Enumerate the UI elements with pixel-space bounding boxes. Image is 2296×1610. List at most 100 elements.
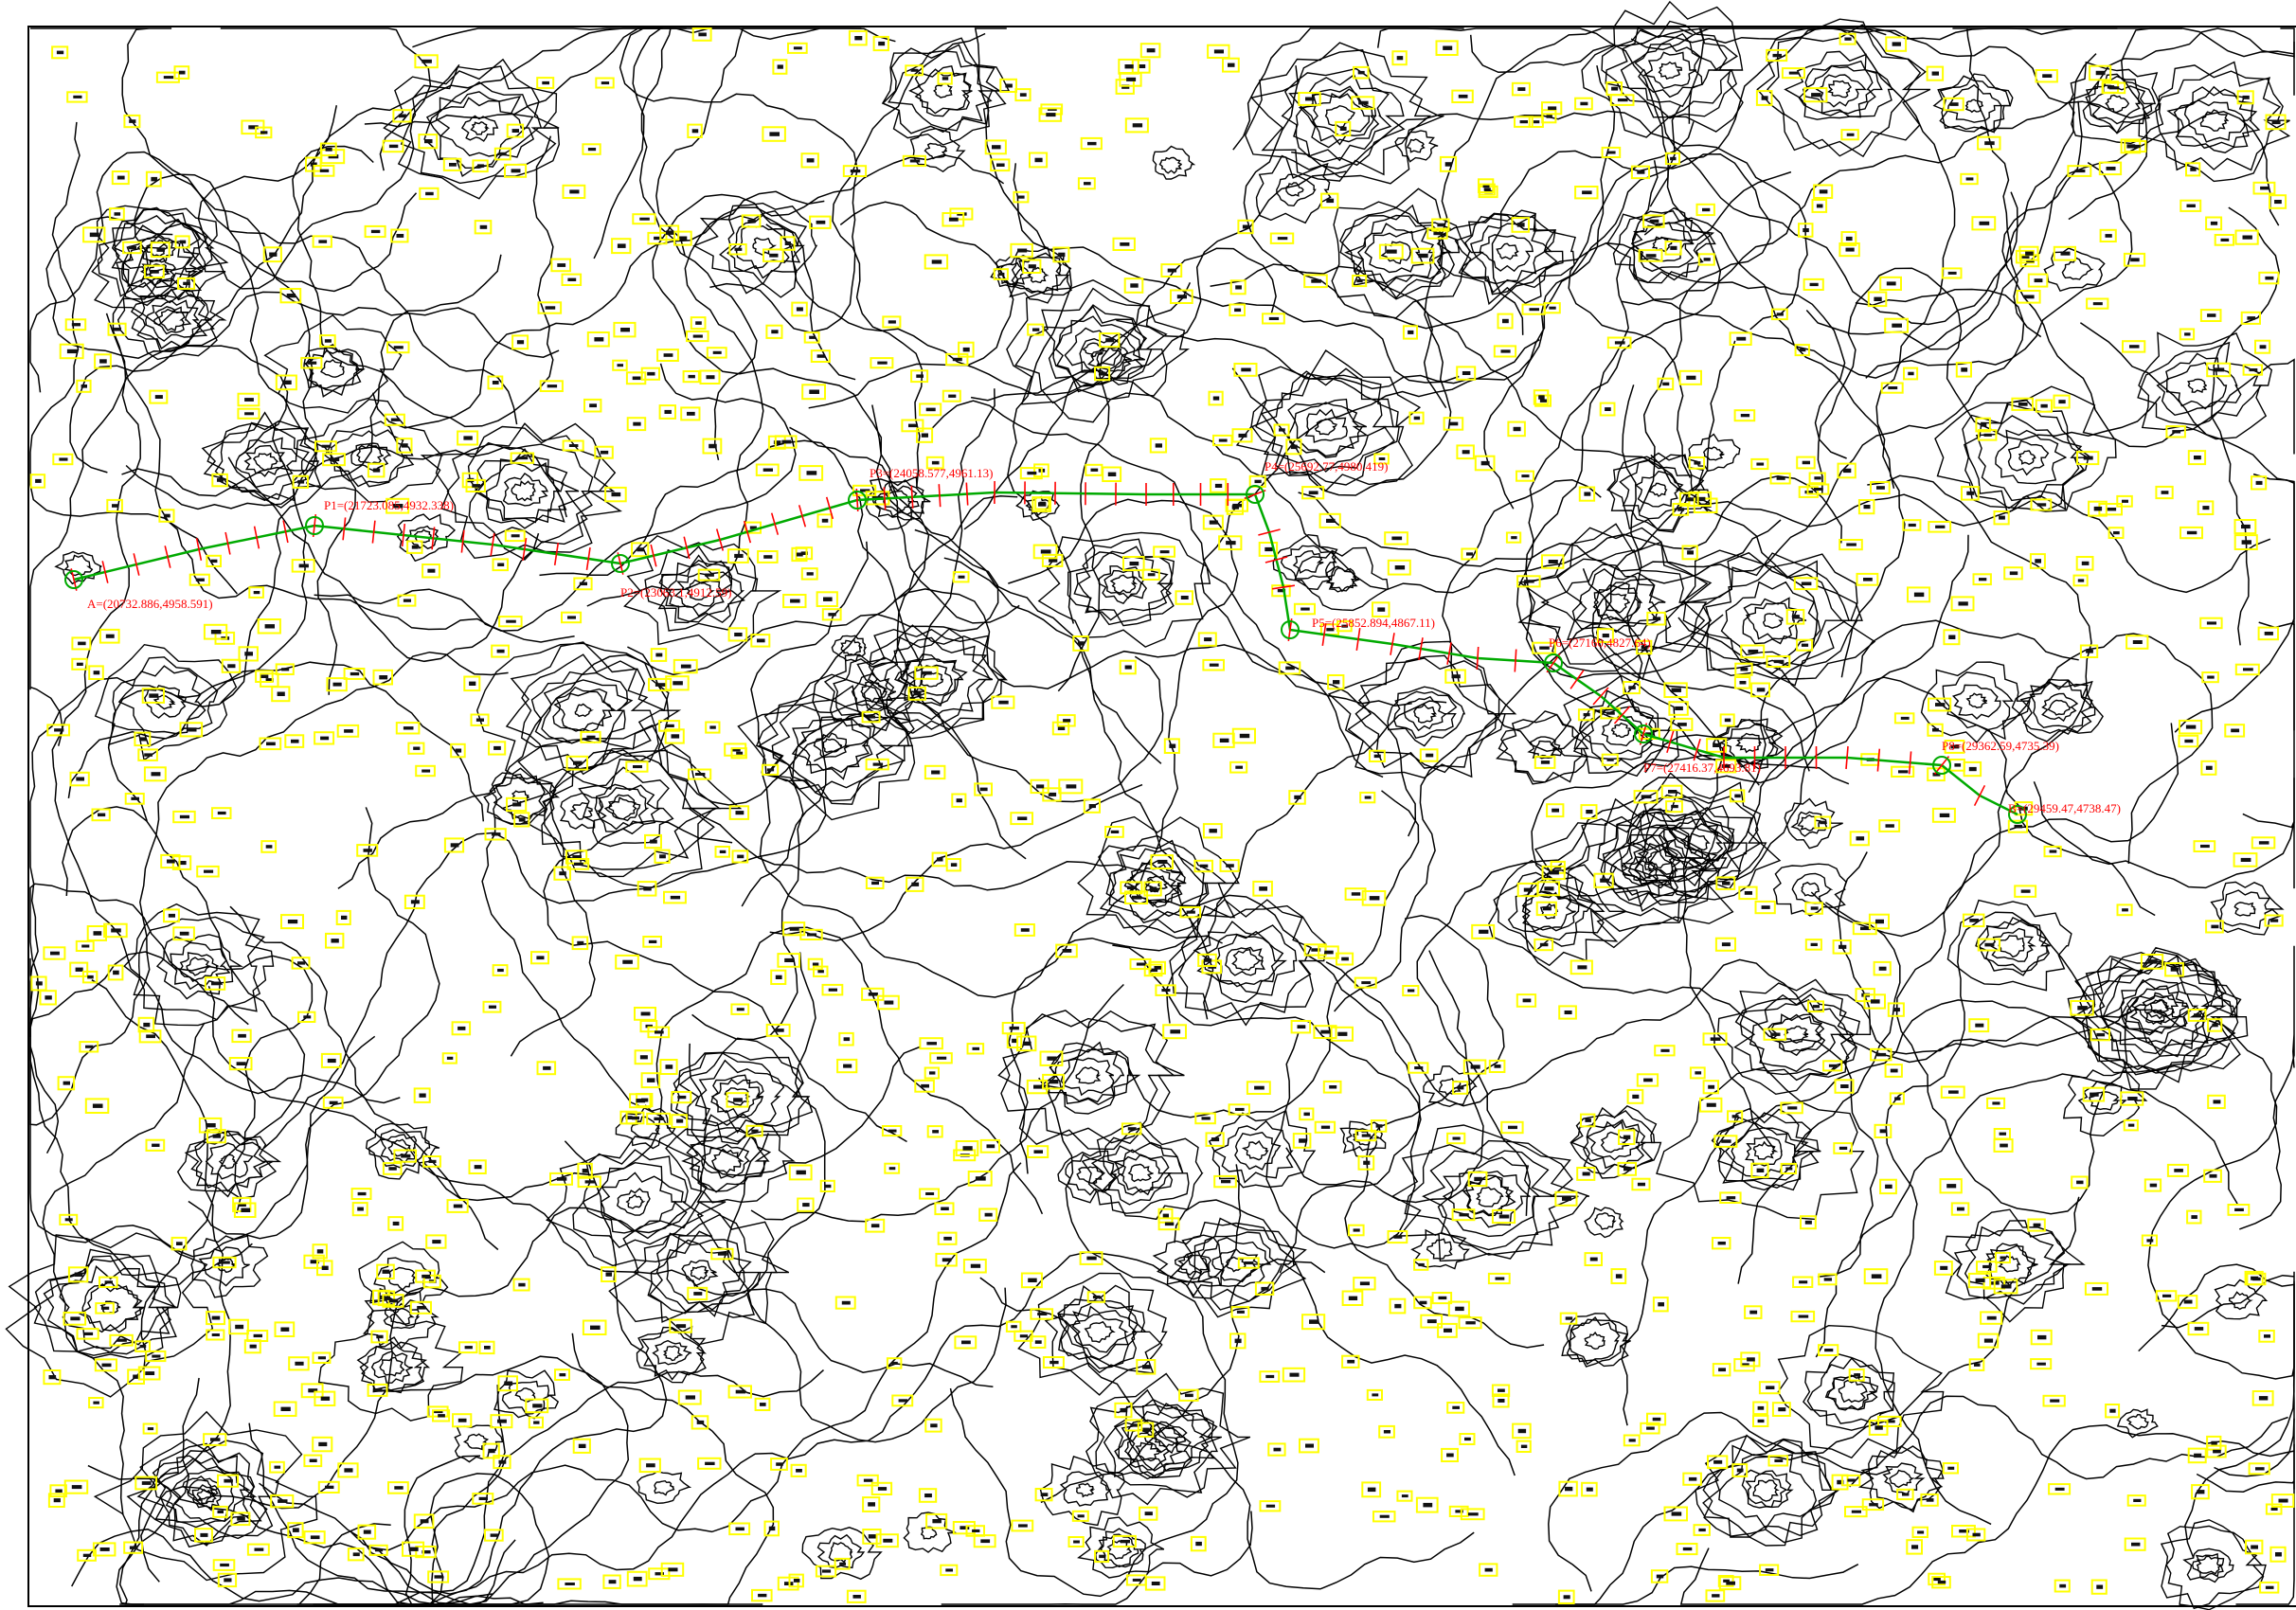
contour-line <box>1285 950 1484 1204</box>
contour-line <box>501 1380 551 1415</box>
elevation-box <box>1986 1097 2006 1110</box>
elevation-box <box>1155 984 1176 996</box>
elevation-mark <box>781 439 792 444</box>
elevation-mark <box>1739 681 1747 685</box>
elevation-mark <box>1712 1594 1720 1598</box>
elevation-box <box>856 1474 879 1487</box>
elevation-box <box>687 1286 709 1301</box>
elevation-box <box>1840 1474 1861 1487</box>
elevation-mark <box>499 152 507 156</box>
elevation-box <box>88 665 104 681</box>
elevation-box <box>2011 397 2034 411</box>
elevation-box <box>810 349 831 364</box>
station-tick <box>1908 751 1912 775</box>
elevation-box <box>615 954 639 970</box>
elevation-mark <box>573 760 583 765</box>
elevation-mark <box>817 970 824 974</box>
elevation-mark <box>1517 1428 1527 1434</box>
elevation-mark <box>422 1550 431 1554</box>
elevation-box <box>212 1505 228 1518</box>
elevation-mark <box>237 1516 245 1521</box>
elevation-mark <box>1947 1466 1955 1470</box>
contour-line <box>1762 613 1784 629</box>
elevation-box <box>1516 575 1541 588</box>
elevation-mark <box>376 1334 384 1339</box>
elevation-mark <box>117 175 125 180</box>
contour-line <box>216 1257 236 1274</box>
contour-line <box>636 1470 692 1505</box>
elevation-box <box>396 438 413 454</box>
elevation-box <box>511 334 529 350</box>
elevation-mark <box>457 1418 467 1422</box>
elevation-box <box>413 1513 435 1530</box>
station-tick <box>490 532 495 557</box>
elevation-box <box>865 758 889 771</box>
contour-line <box>371 1162 1022 1551</box>
elevation-box <box>914 666 939 680</box>
contour-line <box>1561 815 1718 922</box>
elevation-box <box>212 1256 237 1269</box>
elevation-mark <box>1238 433 1247 438</box>
elevation-mark <box>204 869 214 873</box>
elevation-box <box>1907 586 1931 603</box>
elevation-mark <box>1892 323 1902 328</box>
elevation-mark <box>1614 341 1625 345</box>
contour-line <box>1153 1426 1182 1449</box>
contour-line <box>1975 415 2083 502</box>
elevation-box <box>377 1290 396 1307</box>
elevation-box <box>803 331 820 344</box>
elevation-box <box>468 1159 487 1175</box>
elevation-mark <box>151 772 161 777</box>
contour-line <box>2089 1091 2120 1111</box>
elevation-mark <box>659 854 666 859</box>
elevation-mark <box>1724 718 1731 723</box>
elevation-box <box>1366 1388 1384 1402</box>
elevation-mark <box>2200 844 2210 849</box>
contour-line <box>152 694 176 710</box>
elevation-mark <box>2212 1023 2218 1028</box>
elevation-box <box>1623 1434 1641 1447</box>
elevation-mark <box>1890 1068 1898 1073</box>
elevation-box <box>1014 88 1031 102</box>
elevation-box <box>2187 1009 2207 1022</box>
elevation-mark <box>712 350 722 354</box>
elevation-box <box>446 1199 469 1213</box>
elevation-box <box>1535 901 1557 917</box>
elevation-mark <box>373 1388 383 1392</box>
elevation-box <box>441 1052 457 1064</box>
contour-line <box>1952 684 2001 720</box>
elevation-mark <box>1474 1176 1482 1182</box>
elevation-mark <box>2077 1006 2088 1011</box>
elevation-mark <box>2074 169 2086 173</box>
elevation-mark <box>1500 349 1511 353</box>
elevation-mark <box>422 1274 431 1279</box>
elevation-box <box>206 554 222 567</box>
elevation-mark <box>647 371 655 376</box>
elevation-mark <box>297 479 305 484</box>
elevation-mark <box>2033 1223 2041 1227</box>
elevation-box <box>2207 1018 2223 1032</box>
elevation-box <box>770 969 787 985</box>
elevation-box <box>273 1401 297 1417</box>
contour-line <box>906 664 954 697</box>
elevation-box <box>727 1385 752 1399</box>
contour-line <box>1353 1130 1374 1146</box>
elevation-box <box>1665 800 1683 814</box>
elevation-box <box>632 213 656 225</box>
elevation-mark <box>295 1361 304 1366</box>
contour-line <box>1250 49 1432 182</box>
elevation-box <box>1962 913 1985 928</box>
contour-line <box>1889 1469 1915 1489</box>
elevation-mark <box>1379 1514 1390 1518</box>
elevation-box <box>1222 57 1240 73</box>
contour-line <box>1071 1314 1129 1353</box>
elevation-mark <box>1913 592 1925 598</box>
elevation-mark <box>2206 621 2216 625</box>
elevation-mark <box>1011 1325 1017 1329</box>
elevation-box <box>2214 234 2234 246</box>
contour-line <box>514 1387 536 1403</box>
contour-line <box>813 732 851 759</box>
contour-line <box>2000 633 2214 865</box>
contour-line <box>2199 109 2230 132</box>
elevation-box <box>634 1049 654 1065</box>
